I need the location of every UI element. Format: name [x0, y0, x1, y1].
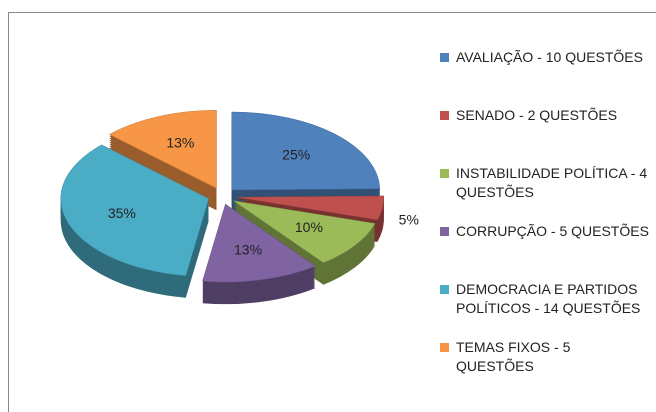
legend-label: AVALIAÇÃO - 10 QUESTÕES [456, 49, 643, 65]
legend-swatch [440, 343, 449, 352]
slice [233, 200, 376, 264]
data-label: 10% [295, 219, 323, 235]
data-label: 13% [166, 135, 194, 151]
legend-swatch [440, 111, 449, 120]
legend-label: SENADO - 2 QUESTÕES [456, 107, 618, 123]
legend-item: SENADO - 2 QUESTÕES [440, 106, 652, 164]
legend-swatch [440, 169, 449, 178]
slice [60, 144, 210, 277]
data-label: 5% [399, 212, 419, 228]
frame [8, 12, 656, 412]
legend-item: CORRUPÇÃO - 5 QUESTÕES [440, 222, 652, 280]
legend-label: DEMOCRACIA E PARTIDOS POLÍTICOS - 14 QUE… [456, 281, 641, 316]
legend-label: INSTABILIDADE POLÍTICA - 4 QUESTÕES [456, 165, 648, 200]
legend-item: TEMAS FIXOS - 5 QUESTÕES [440, 338, 652, 396]
slice [235, 195, 385, 221]
data-label: 13% [234, 242, 262, 258]
legend-label: CORRUPÇÃO - 5 QUESTÕES [456, 223, 649, 239]
legend-swatch [440, 53, 449, 62]
legend-item: DEMOCRACIA E PARTIDOS POLÍTICOS - 14 QUE… [440, 280, 652, 338]
legend-swatch [440, 285, 449, 294]
legend-label: TEMAS FIXOS - 5 QUESTÕES [456, 339, 571, 374]
data-label: 35% [108, 205, 136, 221]
data-label: 25% [282, 146, 310, 162]
slice [202, 203, 316, 283]
slice [108, 110, 217, 189]
legend: AVALIAÇÃO - 10 QUESTÕES SENADO - 2 QUESTÕ… [440, 48, 652, 396]
legend-item: AVALIAÇÃO - 10 QUESTÕES [440, 48, 652, 106]
legend-swatch [440, 227, 449, 236]
legend-item: INSTABILIDADE POLÍTICA - 4 QUESTÕES [440, 164, 652, 222]
slice [231, 111, 381, 191]
